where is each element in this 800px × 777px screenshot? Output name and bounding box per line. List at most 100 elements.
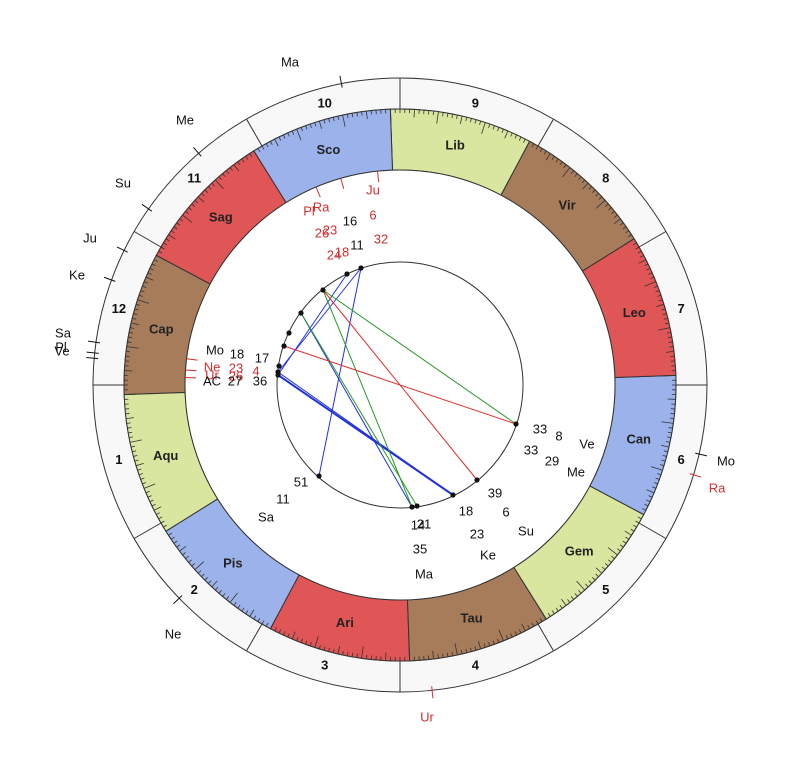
degree-tick [661,421,674,424]
degree-tick [551,155,555,160]
inner-label: 23 [470,526,484,541]
inner-label: AC [203,373,221,388]
sign-label: Pis [223,556,243,571]
degree-tick [454,643,458,656]
house-number: 7 [677,301,684,316]
degree-tick [664,322,670,325]
inner-label: 6 [502,504,509,519]
degree-tick [535,620,539,625]
degree-tick [624,530,632,536]
degree-tick [446,652,449,657]
degree-tick [632,242,637,246]
degree-tick [142,285,147,288]
degree-tick [574,173,578,177]
degree-tick [570,170,575,174]
degree-tick [337,646,341,655]
degree-tick [318,120,323,129]
degree-tick [614,214,618,218]
degree-tick [608,207,612,211]
planet-tick [339,75,343,88]
degree-tick [261,620,265,625]
sign-label: Can [626,432,651,447]
degree-tick [300,127,303,132]
house-number: 5 [602,582,609,597]
sign-label: Lib [445,138,465,153]
inner-label: 18 [335,244,349,259]
degree-tick [332,648,335,653]
planet-tick [86,357,99,360]
aspect-point [414,503,420,509]
degree-tick [143,483,156,489]
degree-tick [605,563,609,567]
degree-tick [314,122,317,127]
degree-tick [170,536,175,540]
degree-tick [655,290,660,293]
degree-tick [510,633,513,638]
inner-label: 29 [545,453,559,468]
planet-tick [116,246,128,253]
planet-tick [315,186,321,198]
degree-tick [619,222,624,226]
degree-tick [129,439,142,443]
degree-tick [646,499,651,503]
degree-tick [578,176,582,180]
degree-tick [163,242,168,246]
degree-tick [656,303,665,308]
degree-tick [547,612,551,617]
planet-tick [86,351,99,354]
inner-label: 4 [252,363,259,378]
degree-tick [296,637,299,642]
degree-tick [134,308,139,311]
inner-label: 26 [229,368,243,383]
degree-tick [176,544,181,548]
degree-tick [644,503,649,507]
degree-tick [201,192,205,197]
degree-tick [318,644,321,650]
house-number: 8 [602,171,609,186]
degree-tick [207,580,212,584]
degree-tick [147,495,152,498]
aspect-point [276,363,282,369]
aspect-point [275,372,281,378]
degree-tick [632,508,644,515]
degree-tick [657,473,662,476]
degree-tick [309,642,312,647]
degree-tick [470,647,472,652]
degree-tick [282,631,286,636]
outer-planet: Ma [281,54,300,69]
house-number: 2 [191,582,198,597]
degree-tick [356,112,358,117]
degree-tick [222,173,226,177]
degree-tick [585,583,589,588]
degree-tick [270,141,273,146]
aspect-line [277,374,454,496]
degree-tick [291,130,295,135]
degree-tick [356,653,358,658]
degree-tick [274,627,277,632]
aspect-point [358,265,364,271]
degree-tick [627,234,632,238]
degree-tick [668,427,673,429]
degree-tick [488,123,491,128]
degree-tick [160,520,165,524]
degree-tick [662,455,667,457]
degree-tick [151,503,156,507]
inner-label: 21 [417,516,431,531]
degree-tick [545,153,551,161]
inner-label: 27 [228,373,242,388]
house-cusp [246,623,263,652]
house-cusp [133,231,162,248]
degree-tick [559,161,563,166]
degree-tick [287,132,290,137]
degree-tick [346,113,349,119]
degree-tick [648,272,653,275]
degree-tick [127,341,132,343]
inner-label: 14 [411,517,425,532]
degree-tick [133,313,138,315]
planet-tick [87,340,101,344]
degree-tick [225,596,230,600]
sign-label: Sag [209,209,233,224]
degree-tick [156,512,161,515]
degree-tick [505,635,509,640]
aspect-point [513,421,519,427]
